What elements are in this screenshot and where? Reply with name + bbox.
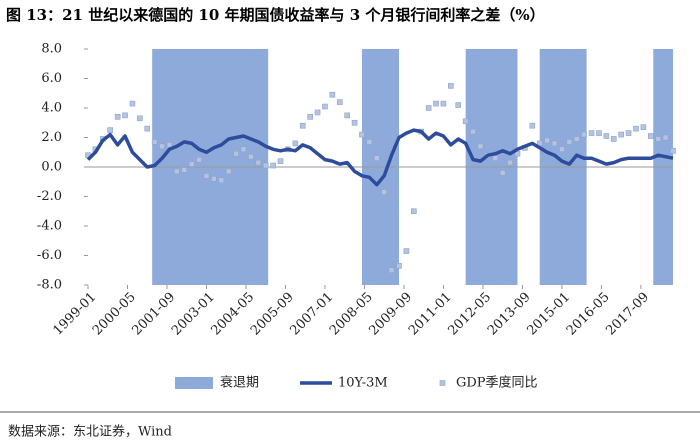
gdp-point (373, 155, 380, 161)
gdp-point (396, 263, 402, 269)
gdp-point (307, 114, 313, 120)
gdp-point (196, 156, 202, 163)
gdp-point (248, 153, 254, 160)
gdp-point (336, 99, 343, 105)
gdp-point (218, 177, 225, 184)
gdp-point (477, 143, 484, 150)
legend-swatch (175, 377, 213, 389)
gdp-point (381, 189, 388, 195)
gdp-point (640, 124, 647, 130)
gdp-point (411, 208, 417, 215)
gdp-point (351, 119, 358, 126)
gdp-point (159, 143, 165, 150)
legend-label: GDP季度同比 (456, 375, 538, 391)
gdp-point (211, 176, 217, 182)
gdp-point (507, 159, 513, 166)
gdp-point (433, 100, 439, 107)
gdp-point (144, 125, 151, 132)
gdp-point (299, 122, 306, 129)
gdp-point (566, 139, 573, 145)
gdp-point (151, 139, 158, 145)
gdp-point (581, 131, 587, 138)
gdp-point (529, 122, 536, 129)
y-tick-label: -4.0 (37, 219, 62, 234)
gdp-point (588, 130, 595, 136)
gdp-point (114, 114, 121, 120)
gdp-point (233, 150, 239, 157)
gdp-point (359, 131, 365, 138)
gdp-point (670, 147, 676, 154)
gdp-point (551, 140, 558, 147)
gdp-point (596, 130, 602, 136)
gdp-point (181, 167, 188, 173)
gdp-point (625, 130, 632, 136)
gdp-point (544, 137, 550, 144)
gdp-point (277, 158, 284, 164)
gdp-point (440, 100, 447, 107)
gdp-point (448, 83, 454, 89)
gdp-point (344, 112, 350, 119)
chart-title: 图 13：21 世纪以来德国的 10 年期国债收益率与 3 个月银行间利率之差（… (6, 6, 545, 24)
gdp-point (137, 115, 143, 122)
gdp-point (655, 136, 661, 142)
gdp-point (225, 168, 232, 175)
gdp-point (662, 134, 669, 141)
y-tick-label: -2.0 (37, 189, 62, 204)
gdp-point (388, 267, 395, 274)
gdp-point (188, 161, 195, 167)
x-tick-label: 2017-09 (603, 290, 652, 339)
gdp-point (322, 103, 328, 110)
gdp-point (174, 168, 180, 175)
y-tick-label: 4.0 (41, 101, 62, 116)
gdp-point (166, 142, 173, 148)
gdp-point (559, 146, 565, 153)
gdp-point (107, 127, 114, 133)
gdp-point (314, 109, 321, 116)
gdp-point (647, 133, 654, 139)
source: 数据来源：东北证券，Wind (8, 424, 172, 440)
gdp-point (455, 102, 462, 108)
gdp-point (203, 173, 210, 179)
gdp-point (610, 136, 617, 142)
legend-swatch (439, 380, 446, 386)
gdp-point (573, 136, 580, 142)
y-tick-label: 8.0 (41, 42, 62, 57)
gdp-point (270, 162, 276, 169)
gdp-point (492, 155, 499, 161)
gdp-point (129, 100, 136, 107)
gdp-point (366, 139, 373, 145)
gdp-point (462, 118, 469, 125)
gdp-point (403, 248, 410, 254)
gdp-point (470, 128, 476, 135)
gdp-point (425, 105, 432, 111)
legend-label: 10Y-3M (338, 376, 388, 391)
gdp-point (329, 91, 336, 98)
gdp-point (262, 162, 269, 169)
gdp-point (255, 159, 262, 166)
gdp-point (499, 170, 506, 176)
y-tick-label: 2.0 (41, 130, 62, 145)
legend-label: 衰退期 (220, 375, 259, 391)
y-tick-label: -8.0 (37, 278, 62, 293)
gdp-point (633, 125, 639, 132)
gdp-point (122, 112, 128, 119)
gdp-point (603, 133, 610, 139)
y-tick-label: 0.0 (41, 160, 62, 175)
gdp-point (292, 140, 299, 147)
y-tick-label: 6.0 (41, 71, 62, 86)
y-tick-label: -6.0 (37, 248, 62, 263)
gdp-point (240, 146, 247, 153)
spread-line (86, 128, 674, 187)
gdp-point (618, 131, 624, 138)
